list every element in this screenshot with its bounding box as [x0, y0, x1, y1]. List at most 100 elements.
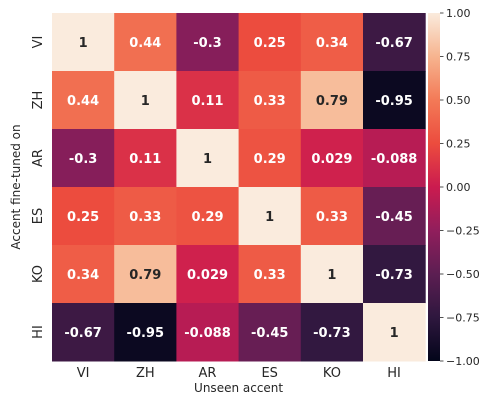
heatmap-cell	[300, 13, 364, 72]
cell-value-label: 1	[327, 268, 336, 283]
cell-value-label: 0.33	[316, 210, 348, 225]
cell-value-label: -0.3	[193, 36, 221, 51]
y-tick-labels: VI ZH AR ES KO HI	[31, 36, 46, 339]
cell-value-label: 0.79	[316, 94, 348, 109]
heatmap-cell	[238, 13, 302, 72]
colorbar-ticks: 1.00 0.75 0.50 0.25 0.00 −0.25 −0.50 −0.75 −1.00	[440, 7, 480, 368]
heatmap-cell	[52, 187, 115, 246]
heatmap-cell	[300, 245, 364, 304]
x-tick-label: VI	[77, 366, 90, 381]
cell-value-label: 0.29	[191, 210, 223, 225]
cell-value-label: -0.088	[184, 326, 231, 341]
cell-value-label: 0.11	[129, 152, 161, 167]
cell-value-label: 0.34	[316, 36, 348, 51]
cell-value-label: -0.73	[375, 268, 412, 283]
cell-value-label: 1	[390, 326, 399, 341]
cell-value-label: 0.34	[67, 268, 99, 283]
heatmap-cell	[114, 303, 177, 362]
heatmap-cell	[114, 71, 177, 130]
cell-value-label: -0.67	[375, 36, 412, 51]
heatmap-cell	[363, 71, 426, 130]
heatmap-cell	[238, 245, 302, 304]
colorbar-tick-label: 0.50	[446, 94, 471, 107]
y-tick-label: KO	[31, 265, 46, 283]
colorbar-tick-label: −0.50	[446, 268, 480, 281]
heatmap-cell	[238, 303, 302, 362]
cell-value-label: 0.44	[129, 36, 161, 51]
heatmap-cell	[238, 71, 302, 130]
heatmap-cell	[52, 245, 115, 304]
heatmap-cell	[176, 303, 240, 362]
cell-value-label: 0.25	[67, 210, 99, 225]
heatmap-cells: 1 0.44 -0.3 0.25 0.34 -0.67 0.44 1 0.11 0.33 0.79 -…	[52, 13, 426, 362]
cell-value-label: -0.45	[375, 210, 412, 225]
cell-value-label: 0.25	[254, 36, 286, 51]
heatmap-cell	[52, 129, 115, 188]
heatmap-cell	[300, 129, 364, 188]
y-tick-label: HI	[31, 325, 46, 339]
heatmap-cell	[114, 129, 177, 188]
colorbar-tick-label: 0.00	[446, 181, 471, 194]
x-tick-label: KO	[323, 366, 341, 381]
cell-value-label: 0.029	[311, 152, 352, 167]
heatmap-cell	[300, 187, 364, 246]
cell-value-label: -0.3	[69, 152, 97, 167]
x-tick-label: ES	[261, 366, 277, 381]
y-axis-label: Accent fine-tuned on	[9, 124, 23, 249]
cell-value-label: -0.45	[251, 326, 288, 341]
y-tick-label: ES	[31, 208, 46, 224]
heatmap-cell	[176, 71, 240, 130]
cell-value-label: -0.67	[64, 326, 101, 341]
cell-value-label: 0.33	[254, 268, 286, 283]
y-tick-label: ZH	[31, 91, 46, 110]
cell-value-label: 1	[79, 36, 88, 51]
cell-value-label: 0.79	[129, 268, 161, 283]
heatmap-cell	[363, 187, 426, 246]
cell-value-label: 0.29	[254, 152, 286, 167]
heatmap-cell	[363, 13, 426, 72]
heatmap-cell	[114, 245, 177, 304]
heatmap-cell	[300, 303, 364, 362]
colorbar-tick-label: −0.25	[446, 225, 480, 238]
heatmap-cell	[52, 71, 115, 130]
heatmap-cell	[52, 303, 115, 362]
heatmap-cell	[114, 187, 177, 246]
colorbar-tick-label: 0.25	[446, 138, 471, 151]
cell-value-label: 1	[141, 94, 150, 109]
cell-value-label: -0.088	[371, 152, 418, 167]
heatmap-cell	[176, 187, 240, 246]
colorbar-tick-label: −1.00	[446, 355, 480, 368]
cell-value-label: -0.73	[313, 326, 350, 341]
heatmap-cell	[363, 245, 426, 304]
cell-value-label: 0.44	[67, 94, 99, 109]
x-tick-label: AR	[199, 366, 217, 381]
colorbar-tick-label: 0.75	[446, 51, 471, 64]
cell-value-label: 0.11	[191, 94, 223, 109]
heatmap-cell	[238, 187, 302, 246]
heatmap-cell	[363, 129, 426, 188]
y-tick-label: AR	[31, 149, 46, 167]
x-tick-labels: VI ZH AR ES KO HI	[77, 366, 401, 381]
cell-value-label: 0.029	[187, 268, 228, 283]
colorbar	[428, 13, 440, 361]
cell-value-label: -0.95	[375, 94, 412, 109]
heatmap-cell	[176, 13, 240, 72]
cell-value-label: -0.95	[127, 326, 164, 341]
cell-value-label: 1	[265, 210, 274, 225]
heatmap-cell	[300, 71, 364, 130]
y-tick-label: VI	[31, 36, 46, 49]
heatmap-cell	[52, 13, 115, 72]
heatmap-cell	[238, 129, 302, 188]
heatmap-cell	[363, 303, 426, 362]
x-tick-label: HI	[387, 366, 401, 381]
cell-value-label: 0.33	[254, 94, 286, 109]
heatmap-cell	[114, 13, 177, 72]
x-tick-label: ZH	[136, 366, 155, 381]
colorbar-tick-label: 1.00	[446, 7, 471, 20]
heatmap-cell	[176, 245, 240, 304]
x-axis-label: Unseen accent	[194, 381, 283, 395]
colorbar-tick-label: −0.75	[446, 312, 480, 325]
cell-value-label: 1	[203, 152, 212, 167]
heatmap-cell	[176, 129, 240, 188]
